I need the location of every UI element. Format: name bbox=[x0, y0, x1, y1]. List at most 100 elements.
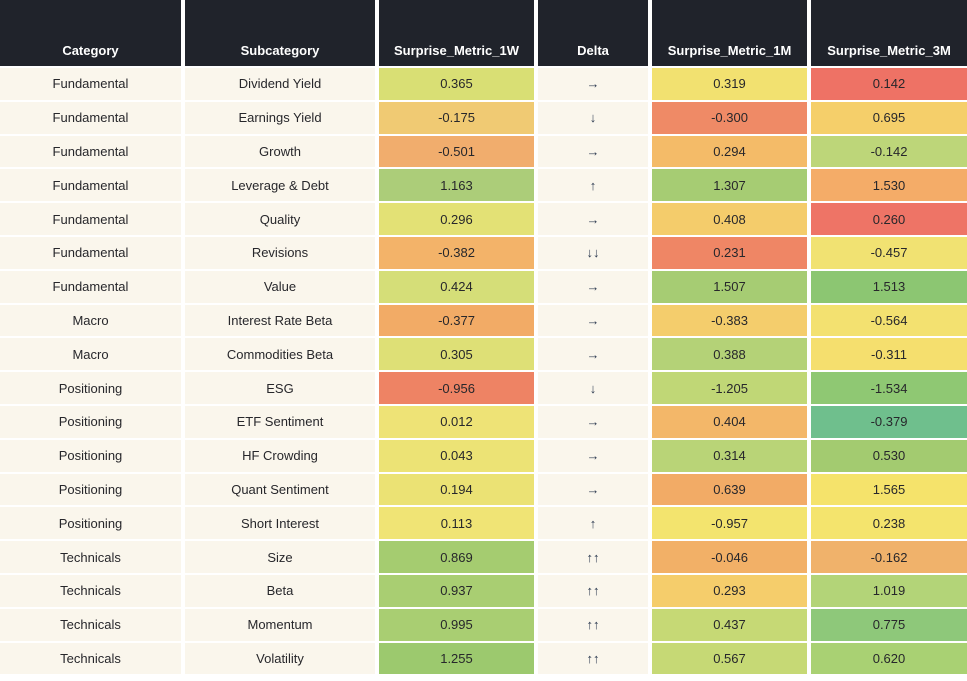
table-row: Fundamental Growth -0.501 → 0.294 -0.142 bbox=[0, 135, 967, 168]
metric-3m-cell: 0.260 bbox=[811, 203, 967, 235]
metric-1w-cell: 0.012 bbox=[379, 405, 534, 438]
metric-1w-cell: -0.382 bbox=[379, 236, 534, 269]
column-header-surprise-metric-1m: Surprise_Metric_1M bbox=[652, 0, 807, 66]
metric-3m-cell: -0.142 bbox=[811, 135, 967, 168]
metric-1m-cell: 0.314 bbox=[652, 439, 807, 472]
metric-3m-cell: -0.379 bbox=[811, 405, 967, 438]
category-cell: Positioning bbox=[0, 507, 181, 540]
metric-1m-cell: -0.046 bbox=[652, 541, 807, 573]
metric-1m-cell: 0.388 bbox=[652, 338, 807, 371]
metric-1w-cell: -0.501 bbox=[379, 135, 534, 168]
subcategory-cell: Commodities Beta bbox=[185, 338, 375, 371]
delta-arrow-cell: → bbox=[538, 473, 648, 506]
metric-1w-cell: 0.365 bbox=[379, 68, 534, 100]
table-row: Fundamental Earnings Yield -0.175 ↓ -0.3… bbox=[0, 101, 967, 134]
category-cell: Positioning bbox=[0, 439, 181, 472]
metric-1m-cell: 0.639 bbox=[652, 473, 807, 506]
delta-arrow-cell: → bbox=[538, 270, 648, 303]
delta-arrow-cell: ↑↑ bbox=[538, 608, 648, 641]
metric-1m-cell: 0.437 bbox=[652, 608, 807, 641]
category-cell: Positioning bbox=[0, 473, 181, 506]
subcategory-cell: Volatility bbox=[185, 642, 375, 675]
metric-3m-cell: 1.019 bbox=[811, 574, 967, 607]
metric-3m-cell: -0.457 bbox=[811, 236, 967, 269]
subcategory-cell: Quality bbox=[185, 203, 375, 235]
delta-arrow-cell: ↑ bbox=[538, 169, 648, 202]
metric-1m-cell: 0.404 bbox=[652, 405, 807, 438]
metric-1w-cell: 0.043 bbox=[379, 439, 534, 472]
metric-1w-cell: 0.995 bbox=[379, 608, 534, 641]
metric-1w-cell: 0.937 bbox=[379, 574, 534, 607]
category-cell: Positioning bbox=[0, 405, 181, 438]
metric-1m-cell: 0.231 bbox=[652, 236, 807, 269]
category-cell: Technicals bbox=[0, 642, 181, 675]
subcategory-cell: Growth bbox=[185, 135, 375, 168]
delta-arrow-cell: ↓ bbox=[538, 372, 648, 404]
delta-arrow-cell: ↑↑ bbox=[538, 574, 648, 607]
subcategory-cell: Leverage & Debt bbox=[185, 169, 375, 202]
category-cell: Technicals bbox=[0, 608, 181, 641]
category-cell: Fundamental bbox=[0, 270, 181, 303]
column-header-surprise-metric-1w: Surprise_Metric_1W bbox=[379, 0, 534, 66]
table-row: Positioning ETF Sentiment 0.012 → 0.404 … bbox=[0, 405, 967, 438]
metric-3m-cell: -0.564 bbox=[811, 304, 967, 337]
table-row: Fundamental Quality 0.296 → 0.408 0.260 bbox=[0, 203, 967, 235]
metric-1m-cell: -0.383 bbox=[652, 304, 807, 337]
metric-1m-cell: 0.293 bbox=[652, 574, 807, 607]
category-cell: Fundamental bbox=[0, 169, 181, 202]
subcategory-cell: Quant Sentiment bbox=[185, 473, 375, 506]
table-row: Fundamental Revisions -0.382 ↓↓ 0.231 -0… bbox=[0, 236, 967, 269]
delta-arrow-cell: → bbox=[538, 304, 648, 337]
metric-1w-cell: 0.113 bbox=[379, 507, 534, 540]
table-row: Fundamental Dividend Yield 0.365 → 0.319… bbox=[0, 68, 967, 100]
metric-3m-cell: 0.238 bbox=[811, 507, 967, 540]
metric-1m-cell: 0.408 bbox=[652, 203, 807, 235]
delta-arrow-cell: → bbox=[538, 405, 648, 438]
table-row: Macro Commodities Beta 0.305 → 0.388 -0.… bbox=[0, 338, 967, 371]
subcategory-cell: ETF Sentiment bbox=[185, 405, 375, 438]
table-row: Fundamental Leverage & Debt 1.163 ↑ 1.30… bbox=[0, 169, 967, 202]
metric-1w-cell: 0.296 bbox=[379, 203, 534, 235]
metric-1m-cell: 0.567 bbox=[652, 642, 807, 675]
category-cell: Fundamental bbox=[0, 236, 181, 269]
metric-1w-cell: -0.377 bbox=[379, 304, 534, 337]
metric-1w-cell: 0.194 bbox=[379, 473, 534, 506]
metric-1m-cell: 1.507 bbox=[652, 270, 807, 303]
metric-1w-cell: 1.255 bbox=[379, 642, 534, 675]
delta-arrow-cell: ↓↓ bbox=[538, 236, 648, 269]
metric-1w-cell: 0.424 bbox=[379, 270, 534, 303]
category-cell: Positioning bbox=[0, 372, 181, 404]
column-header-category: Category bbox=[0, 0, 181, 66]
metric-3m-cell: 0.775 bbox=[811, 608, 967, 641]
metric-1w-cell: 0.869 bbox=[379, 541, 534, 573]
category-cell: Fundamental bbox=[0, 135, 181, 168]
metric-1w-cell: -0.175 bbox=[379, 101, 534, 134]
subcategory-cell: Size bbox=[185, 541, 375, 573]
metric-1w-cell: 1.163 bbox=[379, 169, 534, 202]
category-cell: Macro bbox=[0, 338, 181, 371]
delta-arrow-cell: → bbox=[538, 68, 648, 100]
delta-arrow-cell: → bbox=[538, 439, 648, 472]
metric-1m-cell: 0.319 bbox=[652, 68, 807, 100]
metric-3m-cell: -0.311 bbox=[811, 338, 967, 371]
metric-3m-cell: 0.620 bbox=[811, 642, 967, 675]
subcategory-cell: Interest Rate Beta bbox=[185, 304, 375, 337]
metric-3m-cell: -1.534 bbox=[811, 372, 967, 404]
metric-1m-cell: -0.300 bbox=[652, 101, 807, 134]
metric-3m-cell: 0.142 bbox=[811, 68, 967, 100]
subcategory-cell: Momentum bbox=[185, 608, 375, 641]
subcategory-cell: Beta bbox=[185, 574, 375, 607]
category-cell: Fundamental bbox=[0, 101, 181, 134]
table-row: Technicals Volatility 1.255 ↑↑ 0.567 0.6… bbox=[0, 642, 967, 675]
subcategory-cell: Dividend Yield bbox=[185, 68, 375, 100]
column-header-surprise-metric-3m: Surprise_Metric_3M bbox=[811, 0, 967, 66]
delta-arrow-cell: ↓ bbox=[538, 101, 648, 134]
subcategory-cell: Earnings Yield bbox=[185, 101, 375, 134]
delta-arrow-cell: ↑ bbox=[538, 507, 648, 540]
metric-1m-cell: -0.957 bbox=[652, 507, 807, 540]
table-row: Positioning HF Crowding 0.043 → 0.314 0.… bbox=[0, 439, 967, 472]
delta-arrow-cell: ↑↑ bbox=[538, 642, 648, 675]
metric-1w-cell: 0.305 bbox=[379, 338, 534, 371]
delta-arrow-cell: → bbox=[538, 203, 648, 235]
